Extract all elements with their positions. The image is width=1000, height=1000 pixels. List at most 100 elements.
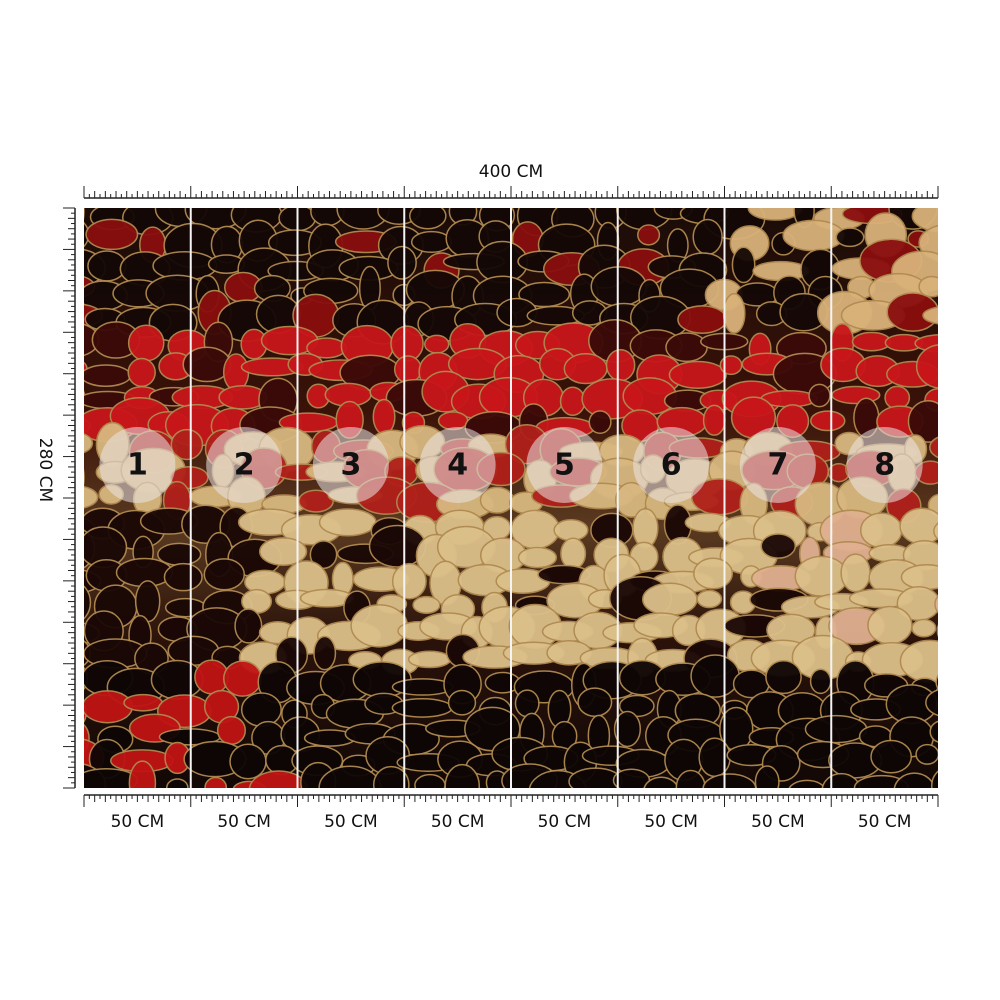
art-cell (719, 801, 742, 820)
art-cell (165, 778, 189, 788)
panel-width-label: 50 CM (217, 812, 271, 832)
art-cell (248, 770, 309, 788)
art-cell (158, 795, 219, 832)
panel-width-label: 50 CM (111, 812, 165, 832)
art-cell (693, 557, 734, 590)
art-cell (85, 218, 139, 251)
art-cell (782, 219, 845, 252)
art-cell (668, 360, 727, 390)
panel-badge (419, 427, 496, 503)
art-cell (765, 660, 802, 695)
art-cell (731, 246, 756, 284)
panel-number: 4 (447, 448, 468, 483)
art-cell (702, 773, 757, 788)
art-cell (934, 595, 938, 614)
panel-number: 6 (661, 448, 682, 483)
art-cell (560, 537, 587, 570)
art-cell (229, 743, 267, 780)
art-cell (953, 274, 977, 308)
art-cell (387, 245, 417, 280)
art-cell (754, 765, 780, 788)
art-cell (690, 654, 740, 698)
art-cell (952, 407, 974, 436)
art-cell (284, 802, 315, 834)
panel-badge (312, 427, 389, 503)
art-cell (665, 332, 708, 363)
panel-width-label: 50 CM (431, 812, 485, 832)
art-cell (84, 390, 86, 406)
art-cell (840, 553, 871, 593)
art-cell (821, 772, 861, 788)
art-cell (911, 208, 938, 233)
art-cell (62, 795, 87, 818)
art-cell (424, 334, 450, 354)
art-cell (298, 489, 334, 513)
art-cell (722, 292, 746, 334)
art-cell (914, 333, 938, 353)
art-cell (203, 558, 246, 591)
panel-width-label: 50 CM (858, 812, 912, 832)
art-cell (954, 643, 976, 676)
panel-number: 3 (340, 448, 361, 483)
art-cell (933, 522, 938, 541)
art-cell (204, 776, 228, 788)
art-cell (641, 582, 698, 617)
art-cell (859, 512, 903, 549)
height-label: 280 CM (35, 438, 55, 502)
art-cell (553, 519, 589, 542)
art-cell (808, 383, 831, 408)
art-cell (870, 739, 913, 774)
art-cell (84, 485, 99, 509)
panel-number: 8 (874, 448, 895, 483)
art-cell (444, 763, 481, 788)
art-cell (259, 537, 308, 566)
panel-badge (846, 427, 923, 503)
art-cell (393, 355, 422, 384)
panel-badge (526, 427, 603, 503)
art-cell (696, 589, 723, 609)
art-cell (935, 674, 938, 690)
art-cell (637, 224, 661, 246)
panel-width-label: 50 CM (751, 812, 805, 832)
wallpaper-art (62, 208, 988, 834)
art-cell (947, 742, 988, 781)
art-cell (886, 292, 938, 332)
art-cell (84, 585, 92, 620)
art-cell (613, 710, 642, 748)
panel-width-label: 50 CM (324, 812, 378, 832)
art-cell (391, 562, 427, 600)
art-cell (900, 563, 938, 591)
art-cell (943, 538, 966, 563)
art-cell (447, 689, 477, 716)
art-cell (163, 562, 203, 592)
art-cell (84, 433, 94, 454)
art-cell (936, 624, 938, 637)
art-cell (414, 773, 446, 788)
art-cell (760, 533, 797, 559)
panel-badge (739, 427, 816, 503)
panel-badge (99, 427, 176, 503)
panel-number: 5 (554, 448, 575, 483)
art-cell (918, 275, 938, 298)
art-cell (867, 605, 913, 645)
art-cell (84, 703, 87, 723)
art-cell (893, 772, 936, 788)
art-cell (170, 428, 204, 461)
art-cell (804, 714, 868, 744)
art-cell (313, 635, 337, 671)
panel-width-label: 50 CM (538, 812, 592, 832)
art-cell (318, 508, 377, 537)
art-cell (407, 650, 452, 669)
art-cell (788, 779, 826, 788)
art-cell (350, 604, 409, 648)
art-cell (929, 797, 976, 834)
art-cell (84, 208, 85, 220)
art-cell (410, 230, 453, 254)
art-cell (943, 252, 964, 281)
art-cell (677, 305, 728, 334)
art-cell (514, 689, 540, 718)
art-cell (128, 760, 157, 788)
art-cell (409, 208, 447, 230)
panel-badge (206, 427, 283, 503)
